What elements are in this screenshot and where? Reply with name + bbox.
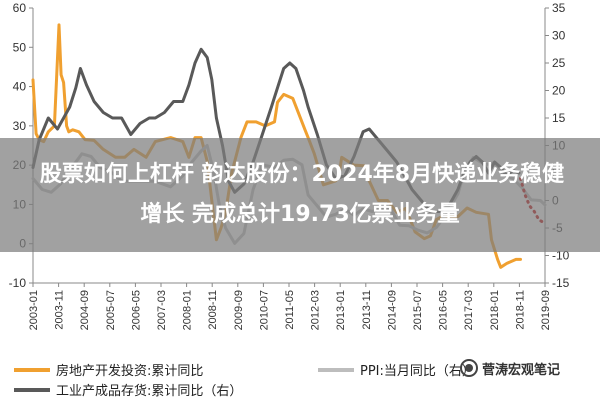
right-axis-tick-label: 35 [552,1,566,15]
headline-line-2: 增长 完成总计19.73亿票业务量 [140,202,460,227]
legend-label: PPI:当月同比（右） [360,364,475,379]
x-axis-tick-label: 2018-01 [489,290,501,330]
right-axis-tick-label: -10 [552,249,570,263]
headline-line-1: 股票如何上杠杆 韵达股份：2024年8月快递业务稳健 [39,162,565,187]
wechat-icon [460,359,478,377]
watermark: 菅涛宏观笔记 [460,356,600,380]
x-axis-tick-label: 2018-11 [514,290,526,330]
left-axis-tick-label: 60 [13,1,27,15]
x-axis-tick-label: 2008-11 [207,290,219,330]
left-axis-tick-label: 30 [13,119,27,133]
legend-label: 工业产成品存货:累计同比（右） [56,383,242,399]
left-axis-tick-label: -10 [9,276,27,290]
right-axis-tick-label: 25 [552,56,566,70]
x-axis-tick-label: 2006-05 [130,290,142,330]
watermark-text: 菅涛宏观笔记 [482,362,561,378]
x-axis-tick-label: 2014-09 [386,290,398,330]
x-axis-tick-label: 2017-03 [463,290,475,330]
x-axis-tick-label: 2016-05 [438,290,450,330]
x-axis-tick-label: 2003-01 [28,290,40,330]
right-axis-tick-label: -15 [552,276,570,290]
legend-label: 房地产开发投资:累计同比 [56,363,203,379]
x-axis-tick-label: 2011-05 [284,290,296,330]
x-axis-tick-label: 2013-01 [335,290,347,330]
x-axis-tick-label: 2007-03 [156,290,168,330]
right-axis-tick-label: 20 [552,84,566,98]
x-axis-tick-label: 2010-07 [258,290,270,330]
left-axis-tick-label: 50 [13,40,27,54]
x-axis-tick-label: 2005-07 [105,290,117,330]
x-axis-tick-label: 2013-11 [361,290,373,330]
right-axis-tick-label: 30 [552,29,566,43]
x-axis-tick-label: 2008-01 [182,290,194,330]
x-axis-tick-label: 2003-11 [54,290,66,330]
x-axis-tick-label: 2012-03 [310,290,322,330]
headline-banner: 股票如何上杠杆 韵达股份：2024年8月快递业务稳健 增长 完成总计19.73亿… [0,138,600,252]
left-axis-tick-label: 40 [13,80,27,94]
x-axis-tick-label: 2004-09 [79,290,91,330]
x-axis-tick-label: 2019-09 [540,290,552,330]
x-axis-tick-label: 2015-07 [412,290,424,330]
x-axis-tick-label: 2009-09 [233,290,245,330]
right-axis-tick-label: 15 [552,111,566,125]
